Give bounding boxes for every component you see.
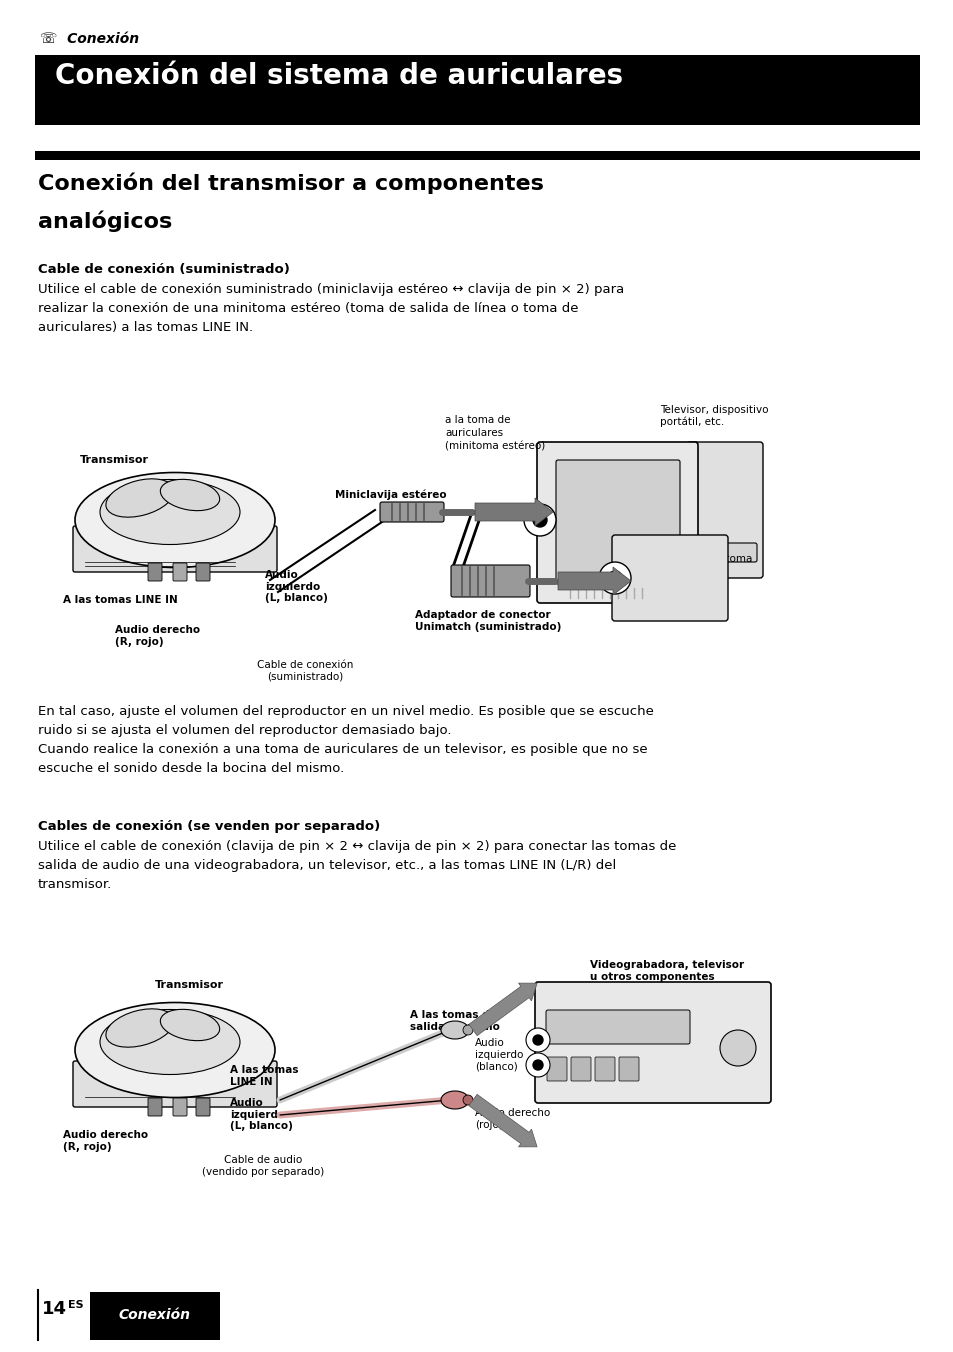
- FancyArrow shape: [468, 983, 537, 1036]
- FancyBboxPatch shape: [546, 1057, 566, 1082]
- Circle shape: [525, 1053, 550, 1078]
- Text: Audio
izquierdo
(L, blanco): Audio izquierdo (L, blanco): [230, 1098, 293, 1132]
- FancyArrow shape: [468, 1094, 537, 1146]
- Circle shape: [607, 571, 621, 585]
- Text: Miniclavija estéreo: Miniclavija estéreo: [335, 489, 446, 500]
- FancyBboxPatch shape: [195, 562, 210, 581]
- FancyArrow shape: [558, 566, 630, 595]
- Text: Utilice el cable de conexión (clavija de pin × 2 ↔ clavija de pin × 2) para cone: Utilice el cable de conexión (clavija de…: [38, 840, 676, 891]
- FancyBboxPatch shape: [571, 1057, 590, 1082]
- Ellipse shape: [100, 480, 240, 545]
- Text: Conexión: Conexión: [119, 1307, 191, 1322]
- FancyBboxPatch shape: [537, 442, 698, 603]
- Text: Transmisor: Transmisor: [80, 456, 149, 465]
- Ellipse shape: [100, 1010, 240, 1075]
- FancyBboxPatch shape: [556, 460, 679, 584]
- Text: Cable de conexión (suministrado): Cable de conexión (suministrado): [38, 264, 290, 276]
- Circle shape: [523, 504, 556, 535]
- Ellipse shape: [160, 1010, 219, 1041]
- Text: Televisor, dispositivo
portátil, etc.: Televisor, dispositivo portátil, etc.: [659, 406, 768, 427]
- Bar: [35, 55, 919, 124]
- Text: 14: 14: [42, 1301, 67, 1318]
- FancyBboxPatch shape: [73, 526, 276, 572]
- FancyBboxPatch shape: [451, 565, 530, 598]
- Text: Cable de audio
(vendido por separado): Cable de audio (vendido por separado): [202, 1155, 324, 1176]
- FancyArrow shape: [475, 498, 553, 526]
- FancyBboxPatch shape: [172, 1098, 187, 1115]
- FancyBboxPatch shape: [148, 1098, 162, 1115]
- FancyBboxPatch shape: [148, 562, 162, 581]
- Circle shape: [525, 1028, 550, 1052]
- Ellipse shape: [440, 1021, 469, 1038]
- FancyBboxPatch shape: [379, 502, 443, 522]
- Text: Audio derecho
(R, rojo): Audio derecho (R, rojo): [115, 625, 200, 646]
- FancyBboxPatch shape: [73, 1061, 276, 1107]
- Bar: [90, 1293, 220, 1340]
- Ellipse shape: [160, 480, 219, 511]
- Ellipse shape: [75, 1002, 274, 1098]
- Circle shape: [720, 1030, 755, 1065]
- Text: Transmisor: Transmisor: [154, 980, 224, 990]
- Text: a la toma de
auriculares
(minitoma estéreo): a la toma de auriculares (minitoma estér…: [444, 415, 545, 452]
- Text: a la toma de
auriculares (toma
fonográfica
estéreo): a la toma de auriculares (toma fonográfi…: [659, 539, 752, 591]
- Text: Audio derecho
(R, rojo): Audio derecho (R, rojo): [63, 1130, 148, 1152]
- Circle shape: [462, 1095, 473, 1105]
- FancyBboxPatch shape: [686, 442, 762, 579]
- FancyBboxPatch shape: [692, 544, 757, 562]
- Text: analógicos: analógicos: [38, 210, 172, 231]
- Text: ES: ES: [68, 1301, 84, 1310]
- FancyBboxPatch shape: [618, 1057, 639, 1082]
- FancyBboxPatch shape: [612, 535, 727, 621]
- FancyBboxPatch shape: [172, 562, 187, 581]
- Circle shape: [462, 1025, 473, 1036]
- Circle shape: [533, 1060, 542, 1069]
- Text: A las tomas de
salida de audio: A las tomas de salida de audio: [410, 1010, 499, 1032]
- Text: A las tomas
LINE IN: A las tomas LINE IN: [230, 1065, 298, 1087]
- FancyBboxPatch shape: [535, 982, 770, 1103]
- Ellipse shape: [106, 1009, 174, 1048]
- Text: Cable de conexión
(suministrado): Cable de conexión (suministrado): [256, 660, 353, 681]
- FancyBboxPatch shape: [195, 1098, 210, 1115]
- Circle shape: [533, 512, 546, 527]
- Text: Audio derecho
(rojo): Audio derecho (rojo): [475, 1109, 550, 1130]
- Ellipse shape: [75, 472, 274, 568]
- Text: Conexión del sistema de auriculares: Conexión del sistema de auriculares: [55, 62, 622, 91]
- Text: Cables de conexión (se venden por separado): Cables de conexión (se venden por separa…: [38, 821, 380, 833]
- Text: Adaptador de conector
Unimatch (suministrado): Adaptador de conector Unimatch (suminist…: [415, 610, 560, 631]
- FancyBboxPatch shape: [545, 1010, 689, 1044]
- Circle shape: [533, 1036, 542, 1045]
- Text: A las tomas LINE IN: A las tomas LINE IN: [63, 595, 177, 604]
- Text: Audio
izquierdo
(blanco): Audio izquierdo (blanco): [475, 1038, 523, 1071]
- Text: Videograbadora, televisor
u otros componentes: Videograbadora, televisor u otros compon…: [589, 960, 743, 982]
- Text: Conexión del transmisor a componentes: Conexión del transmisor a componentes: [38, 172, 543, 193]
- Text: Audio
izquierdo
(L, blanco): Audio izquierdo (L, blanco): [265, 571, 328, 603]
- FancyBboxPatch shape: [595, 1057, 615, 1082]
- Circle shape: [598, 562, 630, 594]
- Text: ☏  Conexión: ☏ Conexión: [40, 32, 139, 46]
- Ellipse shape: [106, 479, 174, 518]
- Text: Utilice el cable de conexión suministrado (miniclavija estéreo ↔ clavija de pin : Utilice el cable de conexión suministrad…: [38, 283, 623, 334]
- Bar: [35, 151, 919, 160]
- Ellipse shape: [440, 1091, 469, 1109]
- Text: En tal caso, ajuste el volumen del reproductor en un nivel medio. Es posible que: En tal caso, ajuste el volumen del repro…: [38, 704, 653, 775]
